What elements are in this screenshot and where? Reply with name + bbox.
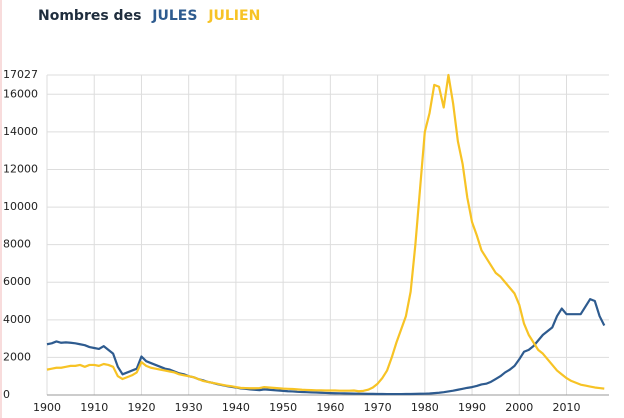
x-tick-label: 1920 [127,401,155,414]
y-tick-label: 16000 [3,87,38,100]
x-tick-label: 1950 [269,401,297,414]
chart-title: Nombres des [38,8,142,24]
y-tick-label: 17027 [3,68,38,81]
x-tick-label: 1940 [222,401,250,414]
y-tick-label: 6000 [3,275,31,288]
y-tick-label: 10000 [3,200,38,213]
x-tick-label: 2000 [505,401,533,414]
series-line [46,73,605,393]
series-line [46,298,606,396]
y-tick-label: 14000 [3,125,38,138]
y-tick-label: 12000 [3,162,38,175]
y-tick-label: 4000 [3,313,31,326]
x-tick-label: 1960 [316,401,344,414]
x-tick-label: 1970 [364,401,392,414]
y-tick-label: 8000 [3,238,31,251]
legend-entry: JULES [152,8,198,24]
x-tick-label: 1900 [33,401,61,414]
y-tick-label: 2000 [3,350,31,363]
x-tick-label: 1980 [411,401,439,414]
header: Nombres des JULES JULIEN [38,8,266,24]
x-tick-label: 1910 [80,401,108,414]
x-tick-label: 1990 [458,401,486,414]
legend-entry: JULIEN [208,8,261,24]
x-tick-label: 2010 [552,401,580,414]
y-tick-label: 0 [3,388,10,401]
x-tick-label: 1930 [175,401,203,414]
